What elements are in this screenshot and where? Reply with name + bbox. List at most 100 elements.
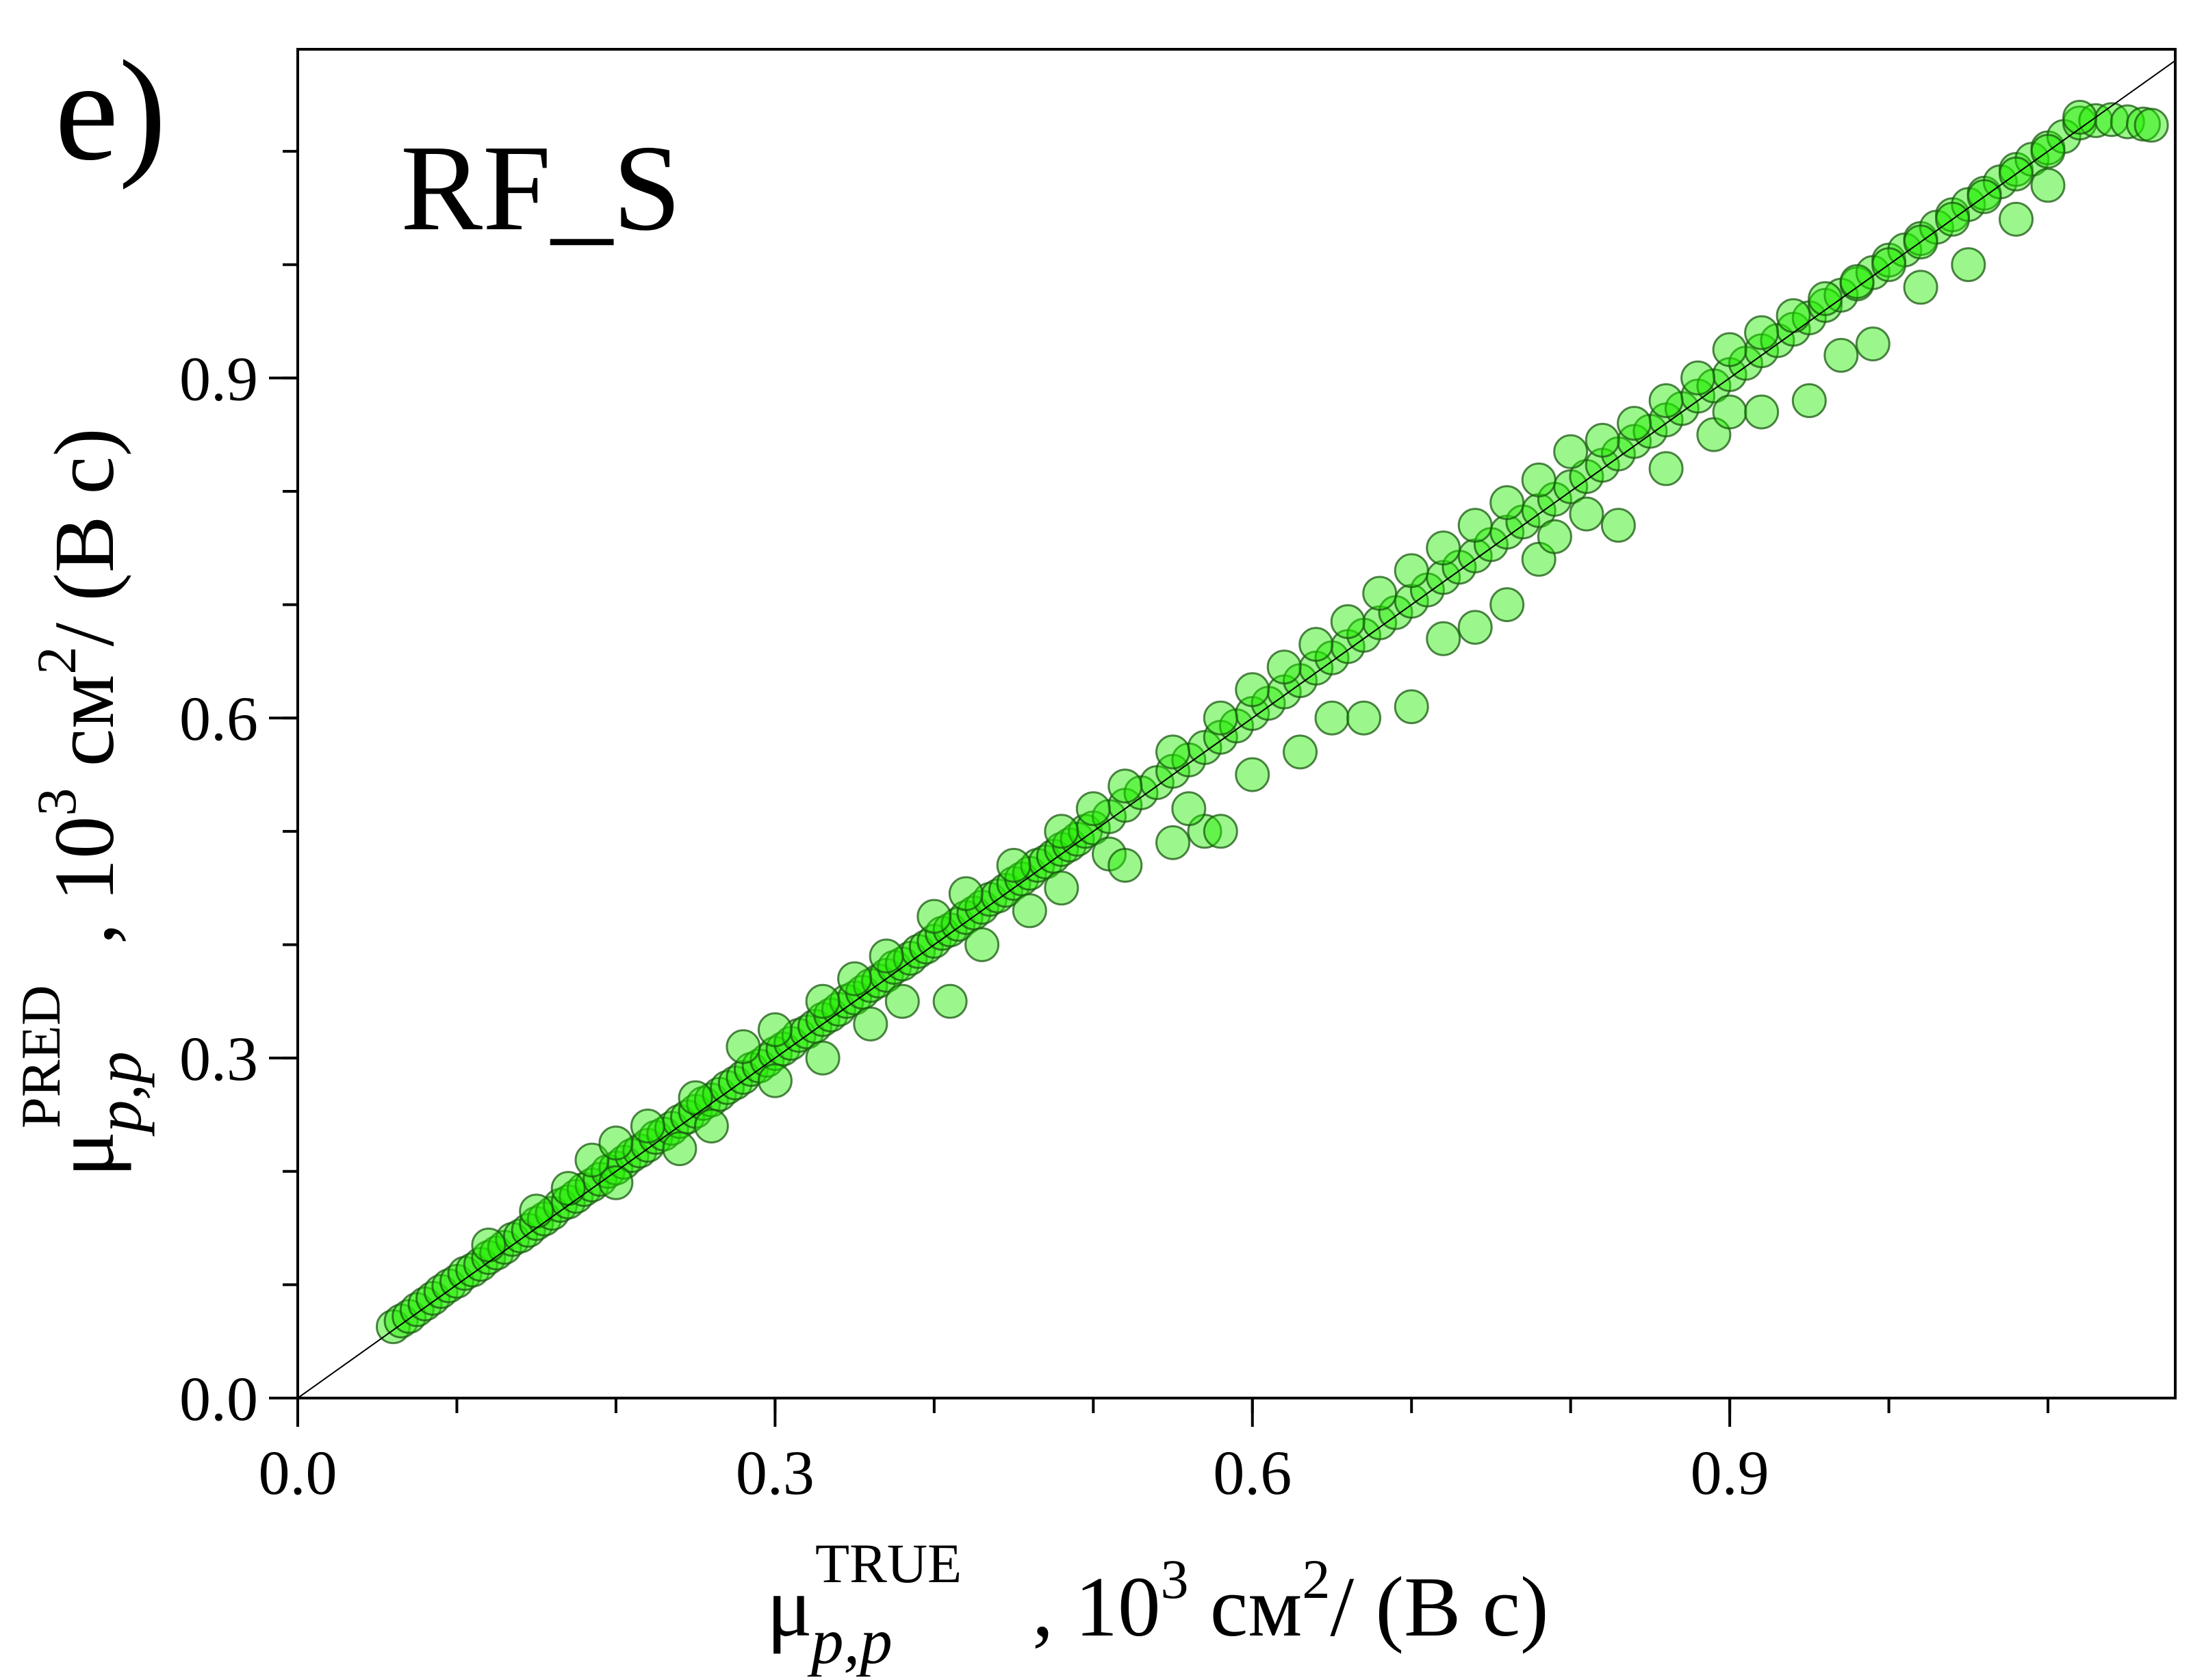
panel-label: e) <box>55 31 166 190</box>
x-tick-label: 0.9 <box>1691 1438 1769 1508</box>
data-point <box>1680 360 1716 396</box>
data-point <box>1617 406 1652 441</box>
data-point <box>1648 451 1684 487</box>
y-label-units-prefix: , 10 <box>38 816 132 945</box>
x-label-symbol: μ <box>767 1560 812 1655</box>
data-point <box>917 899 952 934</box>
y-label-units-exp2: 2 <box>25 647 88 675</box>
x-label-superscript: TRUE <box>815 1532 962 1594</box>
x-label-units-mid: см <box>1189 1560 1303 1655</box>
data-point <box>1283 734 1318 770</box>
data-point <box>996 848 1032 883</box>
x-label-units-prefix: , 10 <box>1032 1560 1161 1655</box>
data-points-layer <box>376 99 2169 1345</box>
data-point <box>598 1125 634 1161</box>
data-point <box>471 1227 507 1263</box>
data-point <box>1426 621 1461 656</box>
data-point <box>1823 337 1859 373</box>
y-tick-label: 0.6 <box>179 684 258 753</box>
data-point <box>1489 485 1525 520</box>
x-label-units-exp2: 2 <box>1302 1548 1330 1610</box>
data-point <box>1394 689 1429 725</box>
data-point <box>662 1131 697 1167</box>
data-point <box>884 983 920 1019</box>
data-point <box>1298 627 1334 662</box>
data-point <box>1394 553 1429 589</box>
y-label-units-mid: см <box>38 675 132 788</box>
data-point <box>1903 270 1938 305</box>
x-label-units-exp: 3 <box>1161 1548 1189 1610</box>
y-label-symbol: μ <box>38 1131 132 1177</box>
axis-ticks-layer: 0.0 0.3 0.6 0.9 0.0 0.3 0.6 0.9 <box>179 150 2050 1508</box>
data-point <box>1553 434 1589 469</box>
data-point <box>1855 326 1891 362</box>
data-point <box>1203 700 1238 736</box>
data-point <box>1075 791 1111 827</box>
data-point <box>1314 700 1350 736</box>
data-point <box>1489 587 1525 623</box>
data-point <box>1585 422 1620 458</box>
x-tick-label: 0.6 <box>1213 1438 1292 1508</box>
data-point <box>1791 383 1827 418</box>
data-point <box>805 983 841 1019</box>
data-point <box>1330 604 1366 639</box>
y-label-subscript: p,p <box>82 1051 155 1137</box>
data-point <box>853 1006 888 1042</box>
data-point <box>805 1040 841 1076</box>
data-point <box>1648 383 1684 418</box>
x-label-units-tail: / (В с) <box>1330 1560 1548 1655</box>
data-point <box>1107 768 1143 804</box>
data-point <box>1776 298 1811 333</box>
data-point <box>1107 848 1143 883</box>
data-point <box>869 938 904 974</box>
data-point <box>1744 315 1780 350</box>
data-point <box>1521 462 1556 497</box>
data-point <box>1155 825 1190 860</box>
data-point <box>1171 791 1207 827</box>
y-tick-label: 0.9 <box>179 344 258 413</box>
data-point <box>837 961 873 996</box>
data-point <box>757 1012 793 1048</box>
y-tick-label: 0.0 <box>179 1364 258 1434</box>
data-point <box>1203 814 1238 849</box>
data-point <box>519 1193 554 1229</box>
y-tick-label: 0.3 <box>179 1024 258 1094</box>
y-label-superscript: PRED <box>10 985 72 1128</box>
data-point <box>1155 734 1190 770</box>
data-point <box>2030 168 2066 203</box>
data-point <box>1266 649 1302 685</box>
chart-title: RF_S <box>400 120 681 256</box>
data-point <box>630 1109 665 1143</box>
data-point <box>948 876 984 912</box>
data-point <box>1044 870 1079 906</box>
y-axis-label: μPRED p,p , 103 см2/ (В с) <box>10 428 155 1177</box>
data-point <box>2134 107 2169 143</box>
data-point <box>1457 610 1493 645</box>
data-point <box>932 983 968 1019</box>
data-point <box>1362 576 1398 611</box>
data-point <box>1012 893 1047 929</box>
data-point <box>1569 496 1604 532</box>
data-point <box>757 1063 793 1098</box>
x-tick-label: 0.0 <box>259 1438 337 1508</box>
identity-reference-line <box>297 60 2176 1399</box>
data-point <box>550 1171 586 1206</box>
data-point <box>1235 757 1270 792</box>
x-axis-label: μTRUE p,p , 103 см2/ (В с) <box>767 1532 1549 1677</box>
data-point <box>1457 508 1493 543</box>
data-point <box>1426 530 1461 566</box>
data-point <box>726 1029 761 1064</box>
plot-frame <box>296 48 2177 1399</box>
data-point <box>964 927 1000 962</box>
x-label-subscript: p,p <box>807 1605 893 1677</box>
y-label-units-tail: / (В с) <box>38 428 132 646</box>
data-point <box>1346 700 1381 736</box>
data-point <box>1744 394 1780 430</box>
data-point <box>1044 814 1079 849</box>
data-point <box>1600 508 1636 543</box>
data-point <box>1712 332 1747 367</box>
y-label-units-exp: 3 <box>25 788 88 816</box>
data-point <box>1951 247 1986 283</box>
